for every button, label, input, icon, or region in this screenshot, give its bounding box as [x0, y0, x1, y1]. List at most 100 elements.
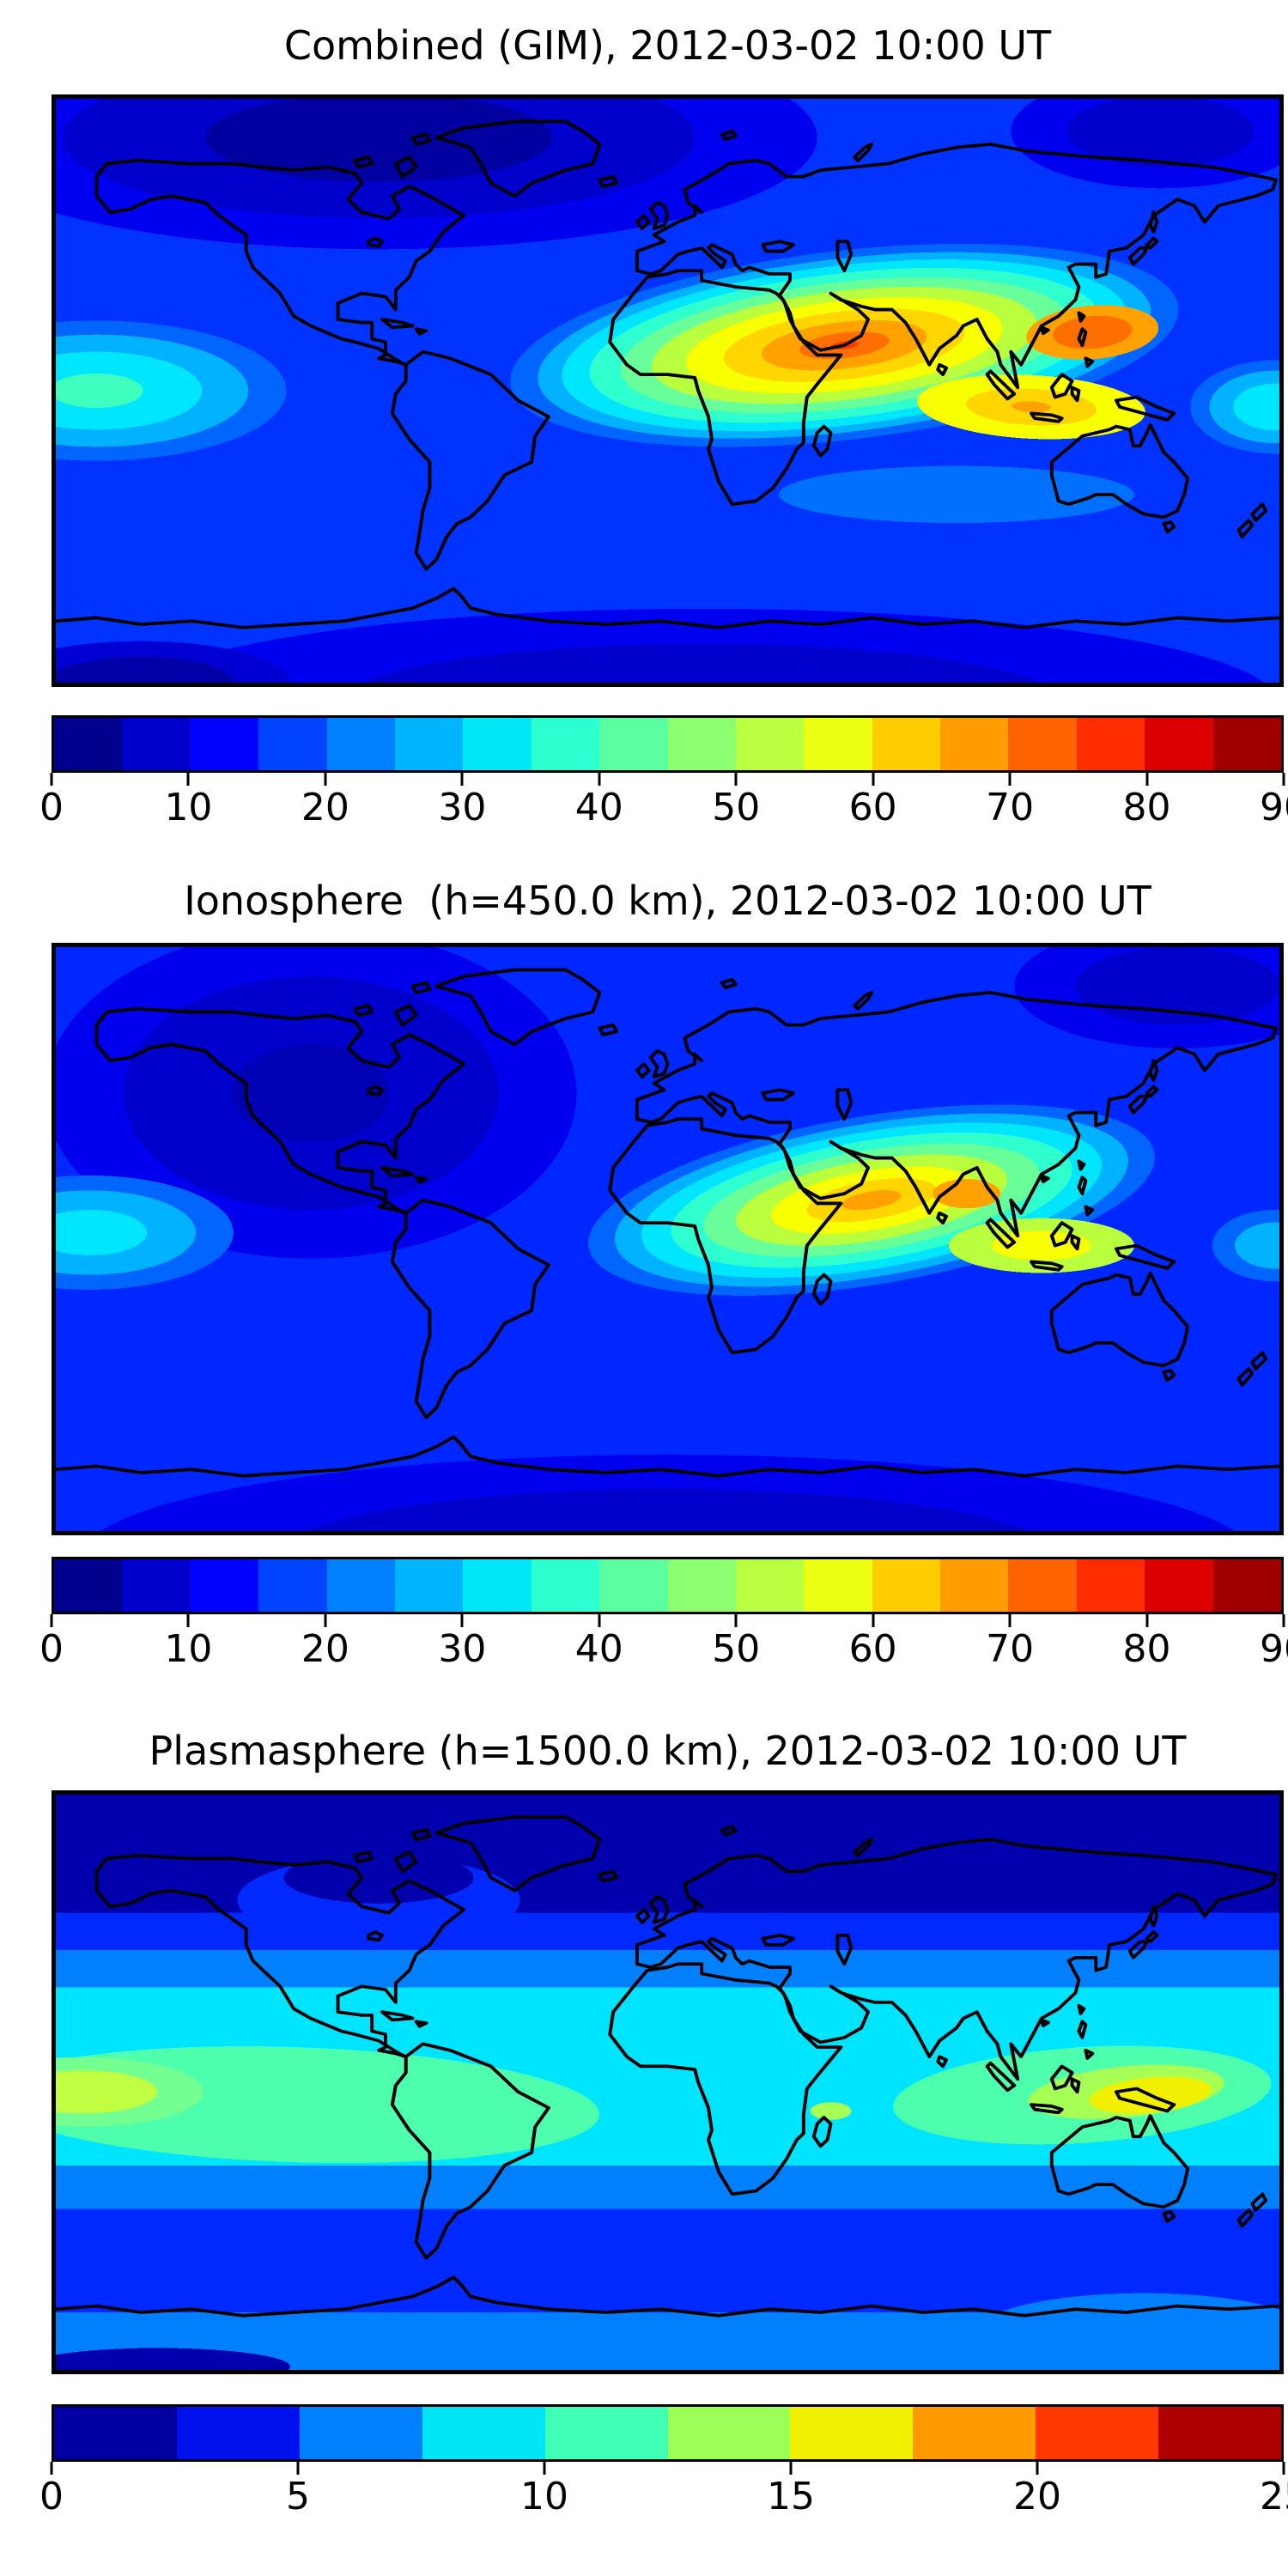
colorbar-segment [735, 718, 805, 770]
colorbar-segment [463, 1559, 532, 1612]
colorbar-tick-label: 90 [1260, 1627, 1288, 1671]
colorbar-tick-label: 10 [520, 2475, 568, 2518]
colorbar-tick-label: 40 [574, 1627, 623, 1671]
colorbar-tick-label: 60 [848, 786, 897, 829]
colorbar-tick-label: 0 [39, 1627, 64, 1671]
colorbar-tick-label: 50 [712, 1627, 761, 1671]
colorbar-segment [940, 718, 1009, 770]
colorbar-segment [1212, 1559, 1282, 1612]
colorbar-segment [258, 718, 327, 770]
colorbar-segment [54, 1559, 123, 1612]
colorbar-tick-label: 0 [39, 786, 64, 829]
colorbar-tick [1008, 1614, 1012, 1627]
colorbar-bar [52, 1557, 1284, 1614]
colorbar-bar [52, 715, 1284, 773]
colorbar-tick [1282, 2462, 1285, 2475]
colorbar-tick [872, 773, 875, 786]
colorbar-segment [394, 718, 464, 770]
colorbar-segment [804, 1559, 872, 1612]
colorbar-segment [599, 718, 668, 770]
colorbar-tick-label: 25 [1260, 2475, 1288, 2518]
colorbar-segment [190, 718, 259, 770]
colorbar-tick-label: 10 [164, 1627, 213, 1671]
colorbar-tick [1282, 773, 1285, 786]
map-ionosphere [52, 943, 1284, 1535]
colorbar-tick-label: 50 [712, 786, 761, 829]
colorbar-segment [1076, 1559, 1145, 1612]
colorbar-segment [122, 1559, 191, 1612]
colorbar-segment [804, 718, 872, 770]
colorbar-ticks: 0 10 20 30 40 50 60 70 80 90 [39, 1614, 1288, 1674]
colorbar-segment [790, 2407, 914, 2459]
colorbar-tick [543, 2462, 546, 2475]
colorbar-tick-label: 40 [574, 786, 623, 829]
colorbar-segment [326, 718, 395, 770]
panel-title-combined: Combined (GIM), 2012-03-02 10:00 UT [283, 22, 1052, 69]
colorbar-tick-label: 10 [164, 786, 213, 829]
colorbar-segment [531, 718, 600, 770]
colorbar-tick [734, 1614, 738, 1627]
colorbar-tick [1282, 1614, 1285, 1627]
colorbar-segment [1158, 2407, 1282, 2459]
colorbar-tick [186, 773, 190, 786]
colorbar-segment [913, 2407, 1036, 2459]
colorbar-segment [667, 2407, 791, 2459]
colorbar-segment [531, 1559, 600, 1612]
colorbar-segment [667, 718, 736, 770]
colorbar-tick-label: 0 [39, 2475, 64, 2518]
colorbar-tick [1008, 773, 1012, 786]
colorbar-tick-label: 30 [438, 786, 487, 829]
colorbar-segment [54, 2407, 177, 2459]
colorbar-segment [667, 1559, 736, 1612]
colorbar-ticks: 0 5 10 15 20 25 [39, 2462, 1288, 2522]
colorbar-segment [1036, 2407, 1159, 2459]
colorbar-tick [296, 2462, 300, 2475]
colorbar-tick-label: 20 [1013, 2475, 1061, 2518]
colorbar-tick [50, 1614, 53, 1627]
colorbar-segment [1212, 718, 1282, 770]
colorbar-tick-label: 70 [986, 786, 1035, 829]
colorbar-tick [789, 2462, 793, 2475]
colorbar-tick-label: 90 [1260, 786, 1288, 829]
map-plasmasphere-svg [56, 1795, 1279, 2370]
colorbar-segment [422, 2407, 545, 2459]
colorbar-tick [50, 773, 53, 786]
map-ionosphere-svg [56, 947, 1279, 1531]
map-combined [52, 94, 1284, 687]
colorbar-segment [394, 1559, 464, 1612]
colorbar-tick-label: 20 [301, 786, 349, 829]
colorbar-tick [1036, 2462, 1039, 2475]
colorbar-tick [460, 1614, 464, 1627]
panel-title-plasmasphere: Plasmasphere (h=1500.0 km), 2012-03-02 1… [149, 1728, 1187, 1774]
colorbar-tick [50, 2462, 53, 2475]
colorbar-tick-label: 5 [286, 2475, 310, 2518]
colorbar-tick [598, 773, 601, 786]
colorbar-segment [176, 2407, 300, 2459]
colorbar-tick [324, 773, 327, 786]
colorbar-tick [872, 1614, 875, 1627]
panel-title-ionosphere: Ionosphere (h=450.0 km), 2012-03-02 10:0… [184, 878, 1151, 924]
colorbar-tick [324, 1614, 327, 1627]
colorbar-tick-label: 60 [848, 1627, 897, 1671]
colorbar-tick [598, 1614, 601, 1627]
colorbar-tick-label: 15 [767, 2475, 815, 2518]
colorbar-combined: 0 10 20 30 40 50 60 70 80 90 [39, 715, 1288, 833]
colorbar-segment [1076, 718, 1145, 770]
colorbar-segment [122, 718, 191, 770]
colorbar-segment [258, 1559, 327, 1612]
colorbar-segment [190, 1559, 259, 1612]
colorbar-segment [326, 1559, 395, 1612]
map-combined-svg [56, 99, 1279, 683]
colorbar-segment [872, 718, 941, 770]
colorbar-tick-label: 80 [1122, 786, 1171, 829]
colorbar-tick [734, 773, 738, 786]
colorbar-segment [544, 2407, 668, 2459]
colorbar-bar [52, 2404, 1284, 2462]
colorbar-segment [54, 718, 123, 770]
colorbar-segment [599, 1559, 668, 1612]
colorbar-segment [1145, 1559, 1213, 1612]
colorbar-tick-label: 20 [301, 1627, 349, 1671]
colorbar-tick [460, 773, 464, 786]
colorbar-tick [1145, 773, 1149, 786]
